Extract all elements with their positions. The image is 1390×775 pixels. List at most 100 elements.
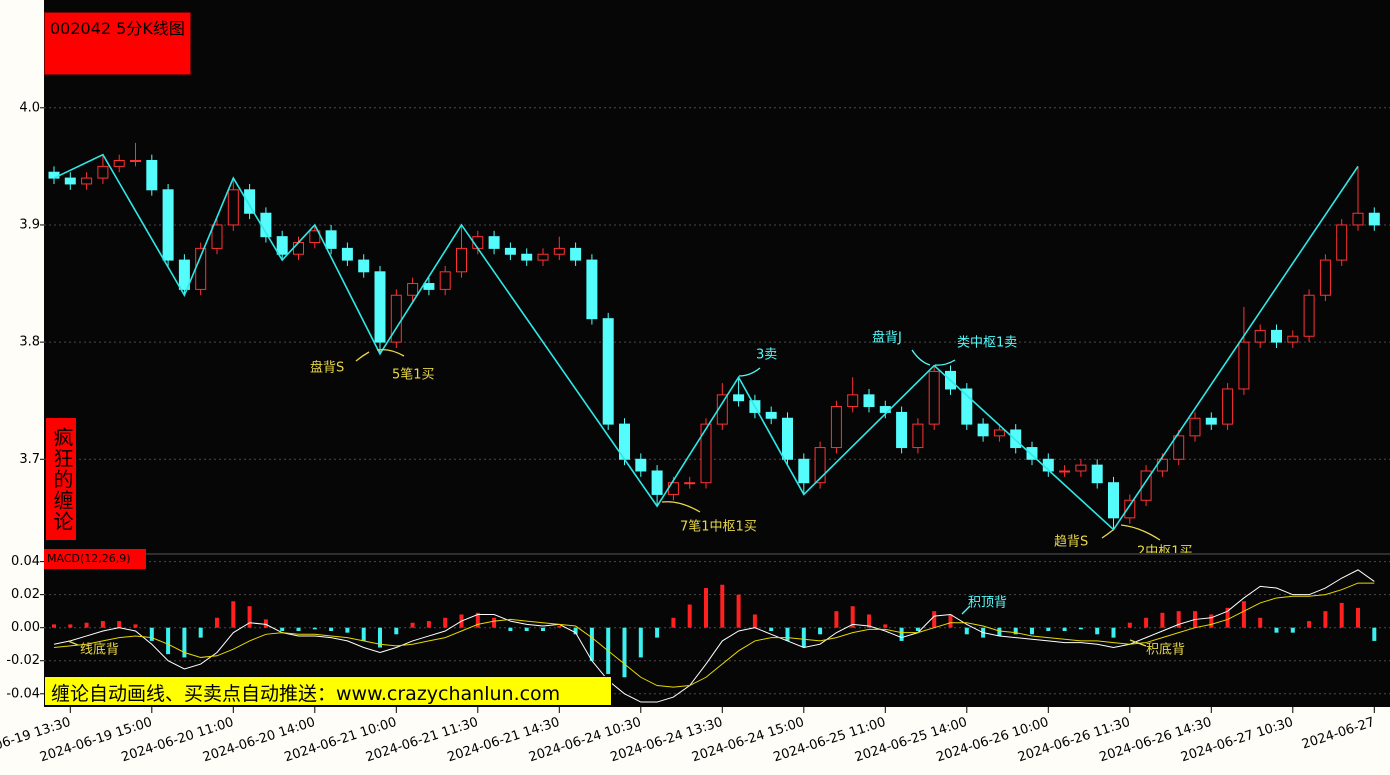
- macd-bar: [769, 627, 774, 631]
- macd-bar: [1013, 627, 1018, 635]
- candle-body: [1091, 464, 1103, 484]
- macd-bar: [1111, 627, 1116, 638]
- macd-bar: [1144, 617, 1149, 628]
- y-tick-label: 3.9: [19, 217, 40, 232]
- macd-bar: [1030, 627, 1034, 635]
- candle-body: [341, 247, 353, 261]
- candle-body: [1124, 499, 1136, 519]
- candle-body: [276, 236, 288, 255]
- macd-bar: [394, 627, 399, 635]
- macd-bar: [1356, 607, 1360, 628]
- candle-body: [439, 271, 451, 290]
- annotation: 积底背: [1146, 642, 1185, 658]
- candle-body: [456, 247, 467, 273]
- candle-body: [651, 470, 663, 495]
- candle-body: [162, 189, 174, 261]
- candle-body: [553, 247, 565, 255]
- macd-bar: [687, 604, 692, 628]
- candle-body: [602, 318, 614, 425]
- macd-bar: [100, 621, 105, 628]
- plot-background: [44, 0, 1390, 707]
- annotation: 积顶背: [968, 596, 1007, 611]
- macd-bar: [1078, 627, 1083, 630]
- candle-body: [1303, 294, 1315, 337]
- candle-body: [374, 271, 386, 343]
- candle-body: [733, 394, 745, 402]
- candle-body: [64, 177, 76, 185]
- macd-bar: [361, 627, 366, 641]
- candle-body: [1140, 470, 1152, 501]
- y-tick-label: 3.7: [19, 452, 40, 467]
- candle-body: [1319, 259, 1331, 296]
- macd-bar: [1160, 612, 1165, 628]
- macd-bar: [1176, 611, 1181, 628]
- candle-body: [765, 411, 777, 419]
- macd-bar: [704, 588, 708, 628]
- macd-bar: [475, 612, 480, 628]
- macd-bar: [1372, 627, 1377, 641]
- macd-bar: [720, 584, 725, 628]
- macd-bar: [850, 606, 855, 628]
- candle-body: [1287, 335, 1299, 343]
- side-label: 疯狂的缠论: [46, 418, 76, 540]
- macd-bar: [492, 617, 497, 628]
- macd-bar: [1046, 627, 1051, 631]
- macd-bar: [198, 627, 203, 638]
- macd-bar: [964, 627, 969, 635]
- macd-bar: [52, 624, 56, 628]
- macd-bar: [1274, 627, 1279, 633]
- candle-body: [423, 283, 435, 290]
- macd-bar: [426, 621, 431, 628]
- annotation-arrow: [961, 605, 971, 615]
- macd-bar: [883, 624, 888, 628]
- annotation: 5笔1买: [392, 367, 435, 383]
- macd-bar: [182, 627, 187, 658]
- macd-bar: [818, 627, 823, 635]
- candle-body: [1222, 388, 1234, 425]
- candle-body: [309, 230, 321, 244]
- macd-bar: [997, 627, 1002, 636]
- y-tick-label: 3.8: [19, 335, 40, 350]
- candle-body: [847, 394, 859, 408]
- candle-body: [961, 388, 973, 425]
- candle-body: [358, 259, 370, 273]
- candle-body: [488, 236, 500, 249]
- macd-bar: [263, 619, 268, 628]
- candle-body: [814, 447, 826, 484]
- macd-bar: [84, 622, 89, 628]
- candle-body: [1254, 329, 1266, 343]
- macd-bar: [573, 627, 578, 635]
- macd-bar: [915, 627, 920, 631]
- candle-body: [1189, 417, 1201, 437]
- candle-body: [798, 458, 810, 484]
- macd-bar: [1323, 611, 1328, 628]
- macd-bar: [312, 627, 317, 630]
- annotation-arrow: [738, 367, 761, 377]
- candle-body: [684, 482, 696, 485]
- macd-bar: [1290, 627, 1295, 633]
- macd-bar: [671, 617, 676, 628]
- macd-bar: [443, 617, 448, 628]
- candle-body: [1271, 329, 1282, 343]
- x-tick-label: 2024-06-27: [1300, 715, 1376, 753]
- annotation-arrow: [376, 348, 405, 357]
- annotation: 盘背J: [872, 330, 902, 346]
- macd-bar: [133, 624, 138, 628]
- candle-body: [504, 247, 516, 255]
- macd-bar: [655, 627, 660, 638]
- candle-body: [130, 160, 141, 163]
- macd-bar: [1307, 621, 1312, 628]
- candle-body: [570, 247, 582, 261]
- macd-bar: [867, 614, 871, 628]
- candle-body: [928, 370, 940, 425]
- macd-bar: [638, 627, 643, 658]
- candle-body: [1205, 417, 1217, 425]
- chart-title: 002042 5分K线图: [44, 12, 191, 75]
- macd-bar: [752, 614, 757, 628]
- macd-bar: [932, 611, 937, 628]
- macd-title: MACD(12,26,9): [44, 549, 146, 569]
- annotation-arrow: [911, 349, 931, 366]
